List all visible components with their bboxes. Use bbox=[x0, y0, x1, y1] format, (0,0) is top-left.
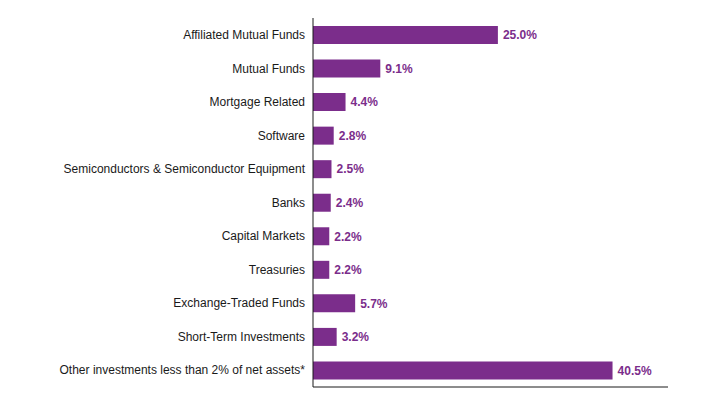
svg-text:40.5%: 40.5% bbox=[618, 364, 652, 378]
svg-text:25.0%: 25.0% bbox=[503, 28, 537, 42]
svg-text:3.2%: 3.2% bbox=[342, 330, 370, 344]
svg-text:Other investments less than 2%: Other investments less than 2% of net as… bbox=[60, 363, 306, 377]
svg-text:2.2%: 2.2% bbox=[334, 230, 362, 244]
svg-text:5.7%: 5.7% bbox=[360, 297, 388, 311]
svg-text:Mutual Funds: Mutual Funds bbox=[232, 62, 305, 76]
svg-text:Capital Markets: Capital Markets bbox=[222, 229, 305, 243]
svg-text:9.1%: 9.1% bbox=[385, 62, 413, 76]
svg-text:Software: Software bbox=[258, 129, 306, 143]
svg-text:Exchange-Traded Funds: Exchange-Traded Funds bbox=[173, 296, 305, 310]
svg-text:Mortgage Related: Mortgage Related bbox=[210, 95, 305, 109]
svg-text:4.4%: 4.4% bbox=[351, 95, 379, 109]
svg-text:2.2%: 2.2% bbox=[334, 263, 362, 277]
svg-text:2.8%: 2.8% bbox=[339, 129, 367, 143]
svg-text:Banks: Banks bbox=[272, 196, 305, 210]
svg-text:Affiliated Mutual Funds: Affiliated Mutual Funds bbox=[183, 28, 305, 42]
svg-text:Semiconductors & Semiconductor: Semiconductors & Semiconductor Equipment bbox=[64, 162, 306, 176]
svg-text:2.4%: 2.4% bbox=[336, 196, 364, 210]
svg-text:2.5%: 2.5% bbox=[336, 162, 364, 176]
svg-text:Short-Term Investments: Short-Term Investments bbox=[178, 330, 305, 344]
svg-text:Treasuries: Treasuries bbox=[249, 263, 305, 277]
